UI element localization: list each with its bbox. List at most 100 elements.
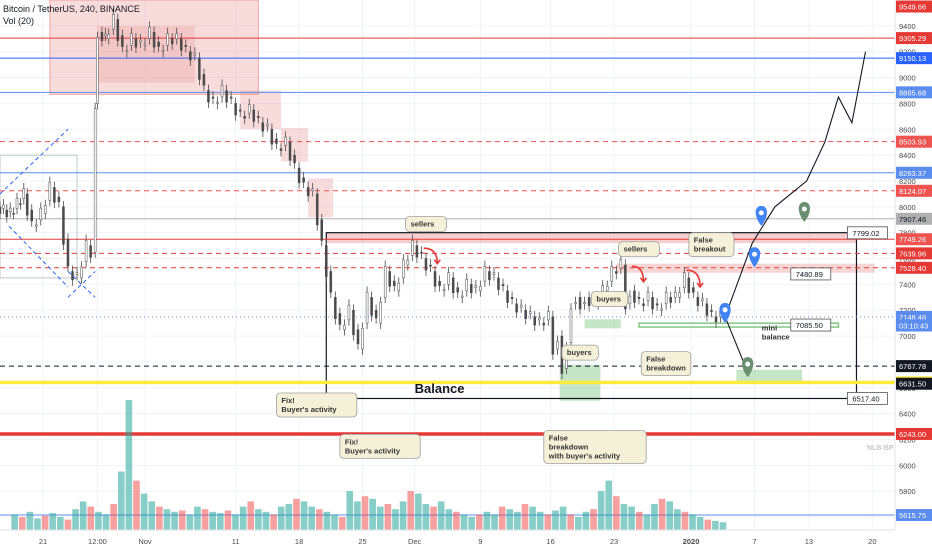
volume-bar	[422, 504, 430, 530]
annotation-box	[561, 344, 599, 361]
volume-indicator-label[interactable]: Vol (20)	[3, 16, 35, 26]
volume-bar	[316, 509, 323, 530]
annotation-buyers-2: buyers	[561, 344, 599, 361]
volume-bar	[635, 511, 643, 530]
annotation-box	[276, 392, 358, 418]
candle-body	[420, 251, 423, 254]
annotation-text: breakdown	[549, 442, 589, 451]
price-label-text: 7639.96	[899, 249, 926, 258]
candle-body	[25, 193, 29, 216]
candle-body	[397, 282, 401, 292]
candle-body	[71, 271, 74, 281]
candle-body	[642, 303, 645, 306]
volume-bar	[445, 509, 453, 530]
price-label-tag	[896, 427, 932, 440]
candle-body	[161, 50, 165, 52]
candle-body	[211, 96, 215, 99]
candle-body	[497, 277, 500, 290]
time-axis[interactable]: 21 12:00 Nov 11 18 25 Dec 9 16 23 2020 7 13 20	[0, 529, 895, 550]
candle-body	[569, 308, 573, 343]
chart-header: Bitcoin / TetherUS, 240, BINANCE Vol (20…	[3, 3, 140, 27]
candle-body	[288, 141, 292, 161]
candle-body	[411, 240, 414, 256]
volume-bar	[491, 514, 498, 530]
price-label-text: 9150.13	[899, 54, 926, 63]
price-label-tag	[896, 135, 932, 148]
time-tick-label: 13	[805, 537, 813, 546]
range-box-label	[790, 267, 832, 281]
candle-body	[402, 259, 405, 279]
candle-body	[655, 303, 659, 306]
candle-body	[524, 309, 527, 319]
price-label-text: 6243.00	[899, 430, 926, 439]
volume-bar	[574, 517, 582, 530]
price-tick-label: 5800	[899, 487, 916, 496]
volume-bar	[194, 506, 201, 530]
price-label-tag	[896, 0, 932, 13]
annotation-text: False	[549, 433, 568, 442]
symbol-title[interactable]: Bitcoin / TetherUS, 240, BINANCE	[3, 4, 140, 14]
candle-body	[121, 35, 124, 47]
volume-bar	[628, 506, 635, 530]
candle-body	[515, 303, 518, 313]
price-tick-label: 7800	[899, 229, 916, 238]
candle-body	[44, 205, 47, 214]
candle-body	[356, 329, 360, 345]
candle-body	[96, 37, 99, 104]
candle-body	[329, 271, 333, 293]
candle-body	[198, 57, 201, 80]
annotation-text: Fix!	[281, 396, 294, 405]
candle-body	[39, 207, 43, 221]
candle-body	[22, 188, 26, 199]
candle-body	[125, 50, 129, 52]
volume-bar	[156, 506, 163, 530]
candle-body	[315, 193, 319, 226]
volume-bar	[87, 506, 95, 530]
candle-body	[479, 286, 482, 292]
candle-body	[8, 207, 12, 212]
candle-body	[646, 291, 650, 301]
volume-bar	[590, 509, 597, 530]
annotation-text: breakout	[694, 245, 726, 254]
price-label-tag	[896, 184, 932, 197]
candle-body	[696, 297, 700, 306]
volume-bar	[95, 511, 102, 530]
volume-bar	[72, 509, 79, 530]
location-pin-icon-dot	[758, 210, 764, 216]
price-axis[interactable]: 9400920090008800860084008200800078007600…	[894, 0, 932, 550]
candle-body	[465, 278, 469, 292]
candle-body	[266, 123, 269, 127]
candle-body	[374, 309, 378, 319]
candle-body	[75, 272, 79, 275]
time-tick-label: 2020	[683, 537, 700, 546]
candle-body	[257, 116, 260, 118]
projection-paths	[0, 51, 867, 378]
price-label-text: 9549.66	[899, 3, 926, 12]
candle-body	[93, 108, 97, 253]
location-pin-icon	[719, 302, 731, 323]
price-tick-label: 6000	[899, 461, 916, 470]
volume-bar	[49, 513, 57, 530]
candle-body	[2, 204, 5, 209]
volume-bar	[483, 511, 491, 530]
candle-body	[112, 13, 115, 30]
candle-body	[687, 277, 691, 294]
price-label-tag	[896, 377, 932, 390]
time-tick-label: 25	[358, 537, 366, 546]
annotation-text: breakdown	[646, 364, 686, 373]
volume-bar	[529, 506, 536, 530]
volume-bar	[110, 504, 117, 530]
volume-bar	[140, 493, 148, 530]
price-label-tag	[896, 509, 932, 522]
price-tick-label: 8800	[899, 99, 916, 108]
candle-body	[587, 297, 591, 306]
volume-bar	[514, 511, 521, 530]
volume-bar	[384, 504, 392, 530]
annotation-text: buyers	[596, 295, 621, 304]
candle-body	[325, 245, 328, 277]
annotation-sellers-1: sellers	[405, 216, 447, 232]
volume-bar	[415, 493, 422, 530]
volume-bar	[79, 501, 87, 530]
